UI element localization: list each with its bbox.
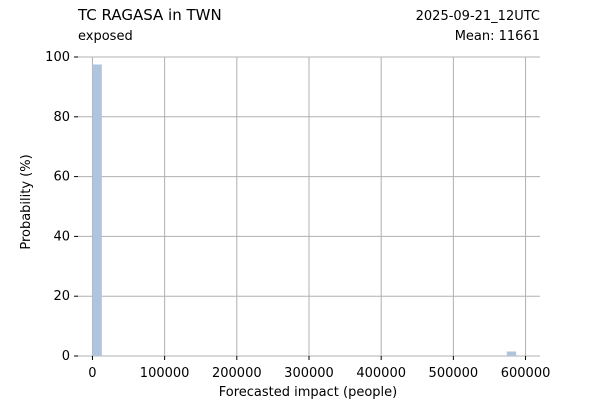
histogram-bar-1 (506, 351, 517, 356)
y-tick-label-80: 80 (53, 110, 70, 125)
x-tick-label-400000: 400000 (356, 366, 406, 381)
histogram-bar-0 (92, 64, 102, 356)
y-tick-label-0: 0 (62, 349, 70, 364)
mean-label: Mean: 11661 (455, 29, 540, 44)
x-tick-label-200000: 200000 (212, 366, 262, 381)
y-axis-label: Probability (%) (19, 154, 34, 249)
forecast-date-label: 2025-09-21_12UTC (416, 9, 540, 24)
y-tick-label-20: 20 (53, 289, 70, 304)
grid-lines (78, 56, 540, 357)
y-tick-label-40: 40 (53, 229, 70, 244)
y-tick-label-60: 60 (53, 170, 70, 185)
x-tick-label-300000: 300000 (284, 366, 334, 381)
axis-ticks: 0 100000 200000 300000 400000 500000 600000 0 20… (45, 50, 550, 381)
x-tick-label-600000: 600000 (501, 366, 551, 381)
y-tick-label-100: 100 (45, 50, 70, 65)
chart-title: TC RAGASA in TWN (77, 6, 222, 24)
x-tick-label-500000: 500000 (429, 366, 479, 381)
chart-subtitle: exposed (78, 29, 133, 44)
x-axis-label: Forecasted impact (people) (219, 385, 397, 400)
histogram-bars (92, 64, 517, 356)
x-tick-label-100000: 100000 (140, 366, 190, 381)
x-tick-label-0: 0 (88, 366, 96, 381)
